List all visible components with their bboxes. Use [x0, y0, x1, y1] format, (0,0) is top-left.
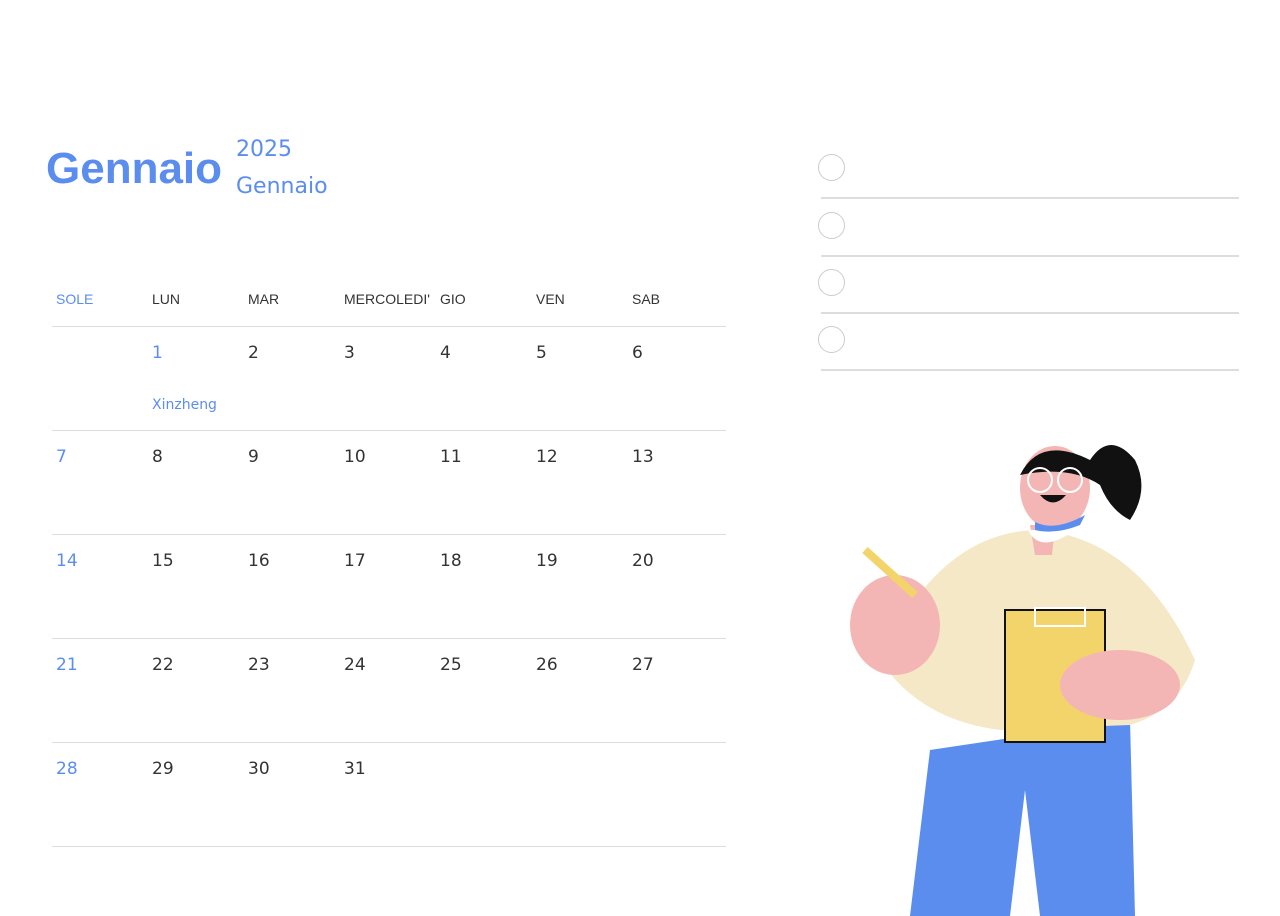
- week-row: 28 29 30 31: [52, 743, 726, 847]
- checkbox-circle-icon[interactable]: [818, 326, 845, 353]
- checkbox-circle-icon[interactable]: [818, 154, 845, 181]
- day-cell[interactable]: 2: [248, 343, 259, 363]
- todo-item[interactable]: [818, 200, 1239, 257]
- day-cell[interactable]: 30: [248, 759, 270, 779]
- day-cell[interactable]: 7: [56, 447, 67, 467]
- day-cell[interactable]: 13: [632, 447, 654, 467]
- todo-line: [821, 312, 1239, 314]
- todo-item[interactable]: [818, 257, 1239, 314]
- day-cell[interactable]: 18: [440, 551, 462, 571]
- day-cell[interactable]: 29: [152, 759, 174, 779]
- month-subtitle: Gennaio: [236, 174, 328, 199]
- woman-with-clipboard-illustration: [850, 445, 1195, 916]
- weekday-label: SAB: [632, 291, 661, 307]
- checkbox-circle-icon[interactable]: [818, 269, 845, 296]
- day-cell[interactable]: 6: [632, 343, 643, 363]
- day-cell[interactable]: 21: [56, 655, 78, 675]
- day-cell[interactable]: 15: [152, 551, 174, 571]
- weekday-label: SOLE: [56, 291, 94, 307]
- day-cell[interactable]: 14: [56, 551, 78, 571]
- weekday-label: MAR: [248, 291, 280, 307]
- weekday-label: GIO: [440, 291, 466, 307]
- month-title: Gennaio: [46, 144, 223, 193]
- todo-item[interactable]: [818, 142, 1239, 199]
- day-cell[interactable]: 28: [56, 759, 78, 779]
- day-cell[interactable]: 3: [344, 343, 355, 363]
- day-cell[interactable]: 31: [344, 759, 366, 779]
- day-cell[interactable]: 10: [344, 447, 366, 467]
- day-cell[interactable]: 11: [440, 447, 462, 467]
- weekday-label: VEN: [536, 291, 565, 307]
- weekday-label: LUN: [152, 291, 181, 307]
- todo-line: [821, 369, 1239, 371]
- todo-item[interactable]: [818, 314, 1239, 371]
- day-cell[interactable]: 5: [536, 343, 547, 363]
- day-cell[interactable]: 9: [248, 447, 259, 467]
- todo-line: [821, 255, 1239, 257]
- day-cell[interactable]: 23: [248, 655, 270, 675]
- day-cell[interactable]: 17: [344, 551, 366, 571]
- day-cell[interactable]: 8: [152, 447, 163, 467]
- week-row: 1 2 3 4 5 6 Xinzheng: [52, 327, 726, 431]
- day-cell[interactable]: 12: [536, 447, 558, 467]
- holiday-note: Xinzheng: [152, 397, 217, 413]
- day-cell[interactable]: 27: [632, 655, 654, 675]
- day-cell[interactable]: 26: [536, 655, 558, 675]
- day-cell[interactable]: 24: [344, 655, 366, 675]
- day-cell[interactable]: 22: [152, 655, 174, 675]
- todo-line: [821, 197, 1239, 199]
- weekday-header: SOLE LUN MAR MERCOLEDI' GIO VEN SAB: [52, 280, 726, 327]
- weekday-label: MERCOLEDI': [344, 291, 430, 307]
- week-row: 21 22 23 24 25 26 27: [52, 639, 726, 743]
- day-cell[interactable]: 20: [632, 551, 654, 571]
- week-row: 7 8 9 10 11 12 13: [52, 431, 726, 535]
- day-cell[interactable]: 16: [248, 551, 270, 571]
- day-cell[interactable]: 1: [152, 343, 163, 363]
- checkbox-circle-icon[interactable]: [818, 212, 845, 239]
- day-cell[interactable]: 19: [536, 551, 558, 571]
- day-cell[interactable]: 25: [440, 655, 462, 675]
- week-row: 14 15 16 17 18 19 20: [52, 535, 726, 639]
- day-cell[interactable]: 4: [440, 343, 451, 363]
- year-label: 2025: [236, 137, 292, 162]
